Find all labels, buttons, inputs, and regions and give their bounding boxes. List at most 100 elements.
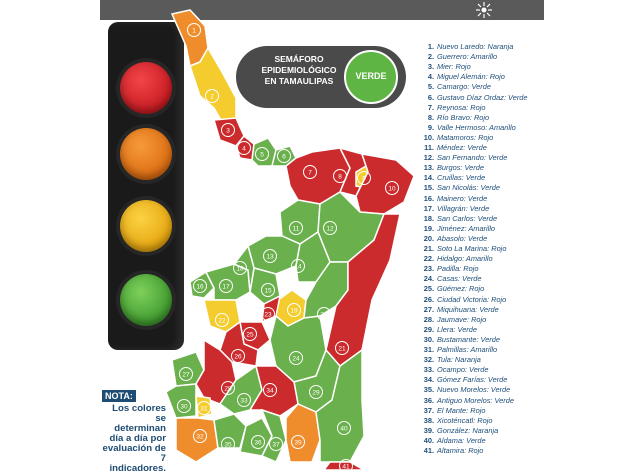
- region-marker: [289, 221, 303, 235]
- region-number: 11: [293, 226, 300, 233]
- list-item-text: Antiguo Morelos: Verde: [437, 395, 514, 405]
- region-marker: [237, 141, 251, 155]
- region-number: 15: [264, 288, 272, 295]
- list-item: 40. Aldama: Verde: [420, 436, 486, 445]
- list-item-text: Matamoros: Rojo: [437, 132, 494, 142]
- list-item: 20. Abasolo: Verde: [420, 233, 488, 243]
- list-item-number: 27.: [423, 304, 434, 314]
- list-item-text: San Fernando: Verde: [437, 153, 508, 163]
- list-item-text: Padilla: Rojo: [437, 264, 479, 274]
- list-item-number: 16.: [423, 193, 434, 203]
- list-item-text: González: Naranja: [437, 425, 499, 435]
- list-item-text: Abasolo: Verde: [437, 233, 488, 243]
- region-number: 4: [242, 146, 246, 153]
- list-item-number: 24.: [423, 274, 434, 284]
- list-item-text: Aldama: Verde: [437, 435, 486, 445]
- region-39: [285, 403, 321, 463]
- list-item: 10. Matamoros: Rojo: [420, 132, 494, 142]
- list-item-number: 15.: [423, 183, 434, 193]
- list-item: 23. Padilla: Rojo: [420, 264, 479, 273]
- region-marker: [357, 171, 371, 185]
- region-18: [232, 244, 255, 293]
- list-item-number: 4.: [427, 72, 434, 82]
- list-item: 31. Palmillas: Amarillo: [420, 345, 497, 354]
- region-30: [165, 383, 197, 419]
- list-item-text: Gómez Farías: Verde: [437, 375, 508, 385]
- list-item-number: 19.: [423, 223, 434, 233]
- list-item-text: Méndez: Verde: [437, 143, 487, 152]
- list-item-text: Nuevo Laredo: Naranja: [437, 42, 514, 51]
- list-item-number: 35.: [423, 385, 434, 395]
- nota-label: NOTA:: [102, 390, 136, 402]
- list-item-number: 13.: [423, 163, 434, 173]
- region-marker: [303, 165, 317, 179]
- region-marker: [317, 307, 331, 321]
- list-item-text: Gustavo Díaz Ordaz: Verde: [437, 92, 528, 102]
- region-number: 8: [338, 174, 342, 181]
- orange-lamp: [120, 128, 172, 180]
- status-circle: VERDE: [344, 50, 398, 104]
- region-marker: [323, 221, 337, 235]
- region-marker: [333, 169, 347, 183]
- region-marker: [251, 435, 265, 449]
- region-number: 35: [224, 442, 232, 449]
- region-number: 32: [196, 434, 204, 441]
- region-number: 9: [362, 176, 366, 183]
- list-item: 27. Miquihuana: Verde: [420, 305, 499, 314]
- list-item: 37. El Mante: Rojo: [420, 405, 486, 415]
- list-item: 15. San Nicolás: Verde: [420, 183, 500, 192]
- list-item: 36. Antiguo Morelos: Verde: [420, 396, 514, 405]
- list-item-number: 25.: [423, 284, 434, 294]
- traffic-light: [108, 22, 184, 350]
- list-item: 2. Guerrero: Amarillo: [420, 52, 497, 61]
- region-marker: [291, 435, 305, 449]
- region-marker: [179, 367, 193, 381]
- region-marker: [187, 23, 201, 37]
- list-item: 30. Bustamante: Verde: [420, 335, 500, 344]
- list-item-text: Mainero: Verde: [437, 193, 488, 203]
- list-item: 25. Güémez: Rojo: [420, 284, 485, 294]
- region-marker: [277, 149, 291, 163]
- list-item-text: Güémez: Rojo: [437, 284, 485, 294]
- region-number: 41: [342, 464, 350, 471]
- badge-line-1: SEMÁFORO: [274, 54, 324, 64]
- badge-line-3: EN TAMAULIPAS: [264, 76, 334, 86]
- region-marker: [289, 351, 303, 365]
- list-item-text: San Nicolás: Verde: [437, 183, 500, 193]
- list-item: 16. Mainero: Verde: [420, 193, 488, 203]
- region-marker: [385, 181, 399, 195]
- region-number: 18: [236, 266, 244, 273]
- sun-icon: [476, 2, 492, 18]
- region-marker: [233, 261, 247, 275]
- list-item-text: Río Bravo: Rojo: [437, 112, 490, 122]
- list-item: 1. Nuevo Laredo: Naranja: [420, 42, 514, 51]
- region-marker: [263, 249, 277, 263]
- list-item: 12. San Fernando: Verde: [420, 153, 508, 163]
- region-marker: [237, 393, 251, 407]
- region-marker: [205, 89, 219, 103]
- list-item: 5. Camargo: Verde: [420, 82, 491, 91]
- region-number: 23: [264, 312, 272, 319]
- list-item-number: 37.: [423, 405, 434, 415]
- list-item-text: Altamira: Rojo: [437, 446, 484, 455]
- region-number: 14: [294, 264, 302, 271]
- list-item: 33. Ocampo: Verde: [420, 365, 489, 374]
- region-marker: [287, 303, 301, 317]
- list-item: 9. Valle Hermoso: Amarillo: [420, 123, 516, 132]
- nota-box: NOTA: Los colores se determinan día a dí…: [102, 386, 166, 474]
- list-item-text: Palmillas: Amarillo: [437, 345, 498, 354]
- list-item: 35. Nuevo Morelos: Verde: [420, 385, 511, 395]
- list-item-number: 10.: [423, 132, 434, 142]
- region-number: 20: [320, 312, 328, 319]
- list-item-text: El Mante: Rojo: [437, 405, 486, 415]
- list-item-text: Villagrán: Verde: [437, 203, 490, 213]
- list-item-number: 36.: [423, 395, 434, 405]
- region-number: 36: [254, 440, 262, 447]
- list-item-text: Ciudad Victoria: Rojo: [437, 294, 507, 304]
- list-item-number: 30.: [423, 334, 434, 344]
- list-item-number: 38.: [423, 415, 434, 425]
- region-number: 25: [246, 332, 254, 339]
- list-item-text: Guerrero: Amarillo: [437, 52, 498, 62]
- red-lamp: [120, 62, 172, 114]
- list-item-number: 1.: [427, 42, 434, 51]
